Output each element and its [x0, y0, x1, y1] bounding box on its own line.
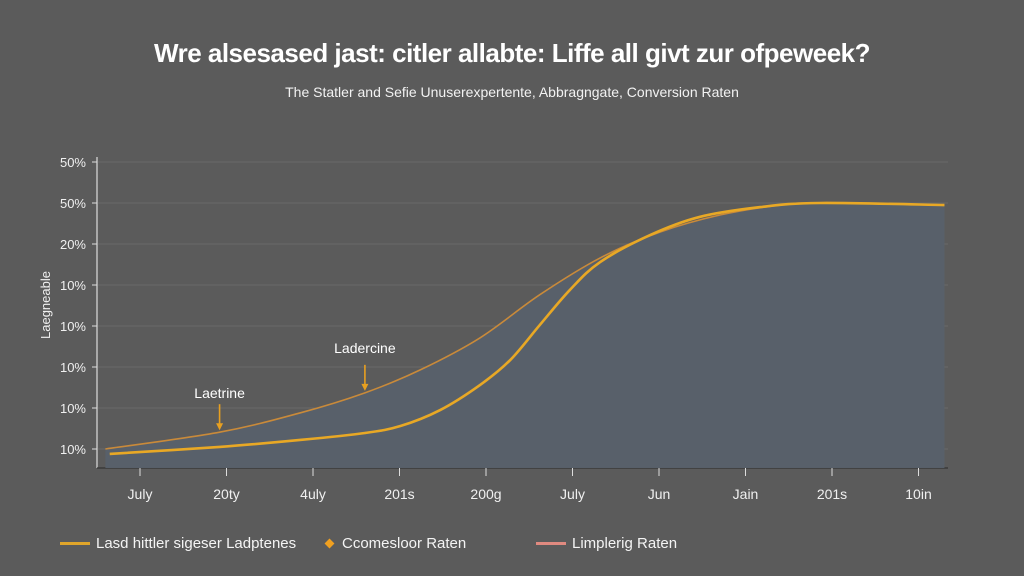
legend-label: Limplerig Raten	[572, 535, 678, 552]
x-tick-label: 200g	[470, 486, 501, 502]
series-line-lower	[109, 201, 945, 456]
area-fill	[105, 203, 945, 468]
legend-diamond-icon	[324, 538, 335, 549]
x-tick-label: 4uly	[300, 486, 326, 502]
chart-subtitle: The Statler and Sefie Unuserexpertente, …	[285, 84, 739, 100]
legend-line-icon	[536, 542, 566, 545]
y-tick-label: 50%	[60, 196, 86, 211]
y-tick-label: 10%	[60, 401, 86, 416]
x-tick-label: 10in	[905, 486, 931, 502]
x-tick-label: Jain	[733, 486, 759, 502]
y-tick-label: 10%	[60, 442, 86, 457]
x-tick-label: 20ty	[213, 486, 239, 502]
annotation-arrowhead-icon	[361, 383, 369, 391]
y-tick-label: 10%	[60, 319, 86, 334]
annotation-label: Laetrine	[194, 385, 245, 401]
annotation-label: Laderсine	[334, 340, 396, 356]
y-tick-label: 10%	[60, 360, 86, 375]
legend-label: Ccomesloor Raten	[342, 535, 467, 552]
x-tick-label: 201s	[817, 486, 847, 502]
legend-label: Lasd hittler sigeser Ladptenes	[96, 535, 297, 552]
annotation-arrowhead-icon	[216, 423, 224, 431]
x-tick-label: Jun	[648, 486, 671, 502]
chart-title: Wre alsesased jast: citler allabte: Liff…	[154, 38, 871, 68]
legend-item-1: Lasd hittler sigeser Ladptenes	[60, 535, 296, 552]
x-tick-label: July	[560, 486, 585, 502]
y-tick-label: 50%	[60, 155, 86, 170]
legend-item-2: Ccomesloor Raten	[324, 535, 467, 552]
legend-item-3: Limplerig Raten	[536, 535, 677, 552]
y-axis-label: Laegneable	[38, 271, 53, 339]
x-tick-label: 201s	[384, 486, 414, 502]
y-tick-label: 10%	[60, 278, 86, 293]
x-tick-label: July	[128, 486, 153, 502]
legend-line-icon	[60, 542, 90, 545]
y-tick-label: 20%	[60, 237, 86, 252]
